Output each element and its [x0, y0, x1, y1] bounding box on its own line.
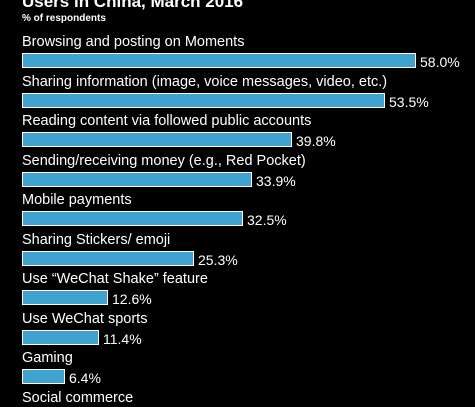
category-label: Mobile payments — [22, 192, 132, 208]
category-label: Reading content via followed public acco… — [22, 113, 312, 129]
chart-subtitle: % of respondents — [22, 13, 106, 24]
category-label: Social commerce — [22, 389, 134, 406]
bar — [22, 290, 108, 305]
category-label: Use WeChat sports — [22, 310, 148, 327]
bar — [22, 171, 252, 187]
bar — [22, 369, 65, 384]
bar — [22, 329, 99, 345]
bar — [22, 53, 416, 68]
chart-title: Users in China, March 2016 — [22, 0, 244, 11]
category-label: Browsing and posting on Moments — [22, 34, 245, 50]
category-label: Use “WeChat Shake” feature — [22, 271, 208, 287]
category-label: Sharing Stickers/ emoji — [22, 231, 171, 248]
value-label: 25.3% — [198, 251, 238, 268]
value-label: 39.8% — [296, 133, 336, 149]
value-label: 32.5% — [247, 212, 287, 228]
bar — [22, 211, 243, 226]
bar — [22, 250, 194, 266]
value-label: 33.9% — [256, 172, 296, 189]
bar — [22, 92, 385, 108]
category-label: Sending/receiving money (e.g., Red Pocke… — [22, 152, 306, 169]
bar — [22, 132, 292, 147]
value-label: 53.5% — [389, 93, 429, 110]
category-label: Sharing information (image, voice messag… — [22, 73, 388, 90]
value-label: 12.6% — [112, 291, 152, 307]
value-label: 58.0% — [420, 54, 460, 70]
category-label: Gaming — [22, 350, 73, 366]
value-label: 6.4% — [69, 370, 101, 386]
value-label: 11.4% — [103, 330, 142, 347]
